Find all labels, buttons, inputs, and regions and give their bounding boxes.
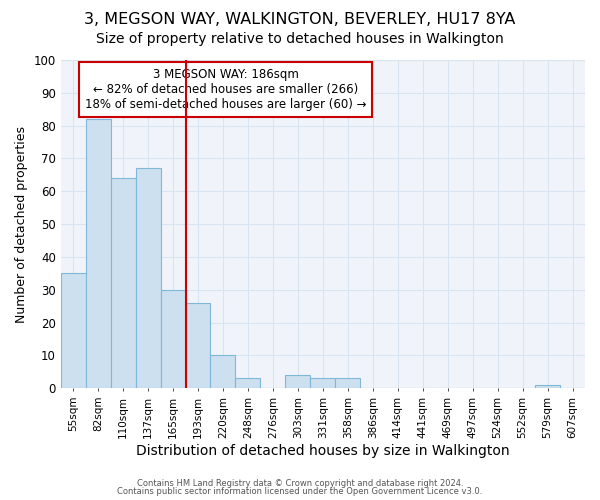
Bar xyxy=(235,378,260,388)
Bar xyxy=(335,378,360,388)
X-axis label: Distribution of detached houses by size in Walkington: Distribution of detached houses by size … xyxy=(136,444,509,458)
Bar xyxy=(211,356,235,388)
Bar xyxy=(136,168,161,388)
Bar xyxy=(161,290,185,388)
Bar xyxy=(61,274,86,388)
Text: Contains public sector information licensed under the Open Government Licence v3: Contains public sector information licen… xyxy=(118,487,482,496)
Y-axis label: Number of detached properties: Number of detached properties xyxy=(15,126,28,322)
Bar xyxy=(286,375,310,388)
Bar xyxy=(535,385,560,388)
Bar xyxy=(110,178,136,388)
Text: 3 MEGSON WAY: 186sqm
← 82% of detached houses are smaller (266)
18% of semi-deta: 3 MEGSON WAY: 186sqm ← 82% of detached h… xyxy=(85,68,367,111)
Text: Contains HM Land Registry data © Crown copyright and database right 2024.: Contains HM Land Registry data © Crown c… xyxy=(137,478,463,488)
Bar xyxy=(86,119,110,388)
Text: 3, MEGSON WAY, WALKINGTON, BEVERLEY, HU17 8YA: 3, MEGSON WAY, WALKINGTON, BEVERLEY, HU1… xyxy=(85,12,515,28)
Bar xyxy=(185,303,211,388)
Text: Size of property relative to detached houses in Walkington: Size of property relative to detached ho… xyxy=(96,32,504,46)
Bar xyxy=(310,378,335,388)
